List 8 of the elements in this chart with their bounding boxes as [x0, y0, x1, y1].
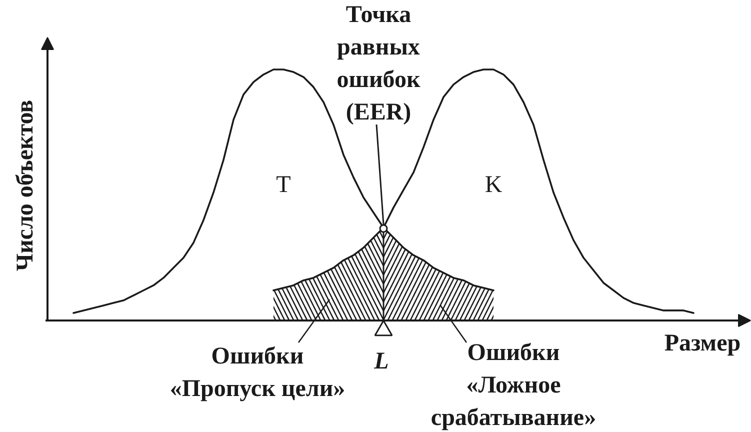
x-axis-title: Размер — [664, 330, 741, 356]
text: Ошибки «Пропуск цели» — [170, 343, 346, 402]
text: L — [373, 348, 389, 374]
series-label: K — [484, 172, 503, 198]
annotation: Точка равных ошибок (EER) — [336, 2, 420, 126]
text: T — [276, 172, 292, 198]
y-axis-title: Число объектов — [12, 100, 38, 272]
text: Ошибки «Ложное срабатывание» — [430, 340, 596, 431]
